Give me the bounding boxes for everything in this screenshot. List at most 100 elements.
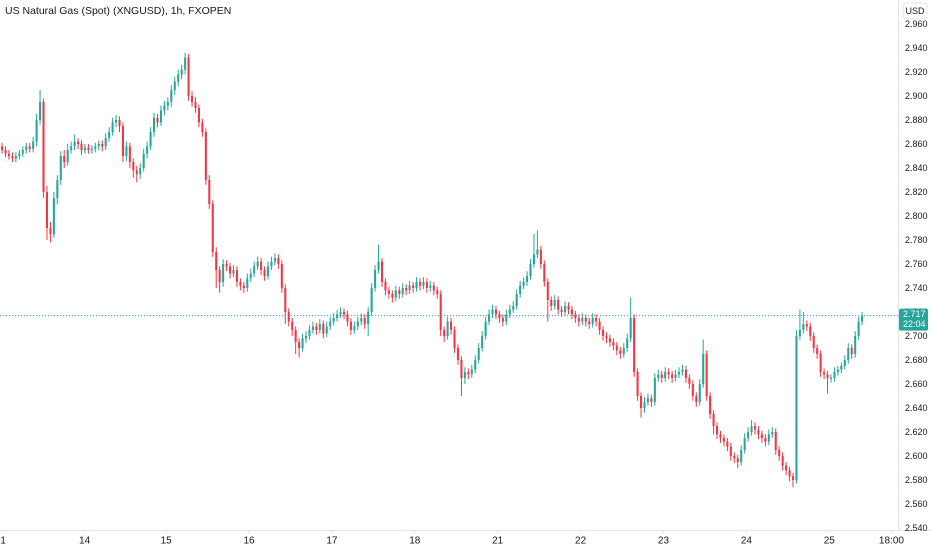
candle-body bbox=[256, 261, 259, 267]
candle-body bbox=[239, 282, 242, 286]
candle-body bbox=[45, 192, 49, 228]
candle-body bbox=[101, 144, 104, 147]
y-tick-label: 2.600 bbox=[905, 451, 928, 461]
candle-body bbox=[657, 374, 660, 378]
candle-body bbox=[688, 378, 691, 384]
candle-body bbox=[757, 429, 760, 435]
candle-body bbox=[778, 450, 781, 456]
candle-body bbox=[187, 57, 190, 96]
x-tick-label: 18:00 bbox=[879, 536, 904, 547]
candle-body bbox=[729, 446, 732, 456]
candle-body bbox=[249, 273, 252, 279]
candle-body bbox=[273, 258, 276, 262]
candle-body bbox=[232, 270, 235, 274]
candle-body bbox=[139, 168, 142, 174]
candle-body bbox=[760, 434, 763, 438]
candle-body bbox=[712, 414, 715, 426]
candle-body bbox=[505, 314, 508, 322]
candle-body bbox=[42, 102, 45, 192]
candle-body bbox=[567, 306, 570, 310]
candle-body bbox=[21, 150, 24, 154]
chart-title: US Natural Gas (Spot) (XNGUSD), 1h, FXOP… bbox=[5, 5, 231, 17]
x-tick-label: 25 bbox=[824, 536, 836, 547]
candle-body bbox=[394, 290, 397, 298]
candle-body bbox=[608, 338, 611, 342]
candle-body bbox=[798, 330, 801, 336]
candle-body bbox=[363, 318, 366, 324]
candle-body bbox=[208, 180, 211, 204]
candle-body bbox=[532, 254, 536, 264]
candle-body bbox=[1, 146, 4, 150]
candle-body bbox=[56, 180, 59, 198]
candle-body bbox=[698, 384, 701, 402]
candle-body bbox=[474, 360, 477, 370]
candle-body bbox=[736, 458, 739, 462]
candle-body bbox=[80, 144, 83, 150]
candle-body bbox=[370, 288, 373, 312]
candle-body bbox=[816, 348, 819, 354]
candle-body bbox=[747, 432, 750, 438]
candle-body bbox=[32, 141, 35, 149]
candle-body bbox=[557, 300, 560, 310]
candle-body bbox=[318, 324, 321, 330]
candle-body bbox=[429, 285, 432, 288]
candle-body bbox=[291, 321, 294, 330]
candle-body bbox=[384, 282, 387, 291]
candle-body bbox=[484, 321, 487, 336]
candle-body bbox=[570, 309, 573, 315]
candle-body bbox=[715, 426, 719, 435]
candle-body bbox=[28, 146, 31, 149]
candle-body bbox=[795, 336, 798, 480]
candle-body bbox=[691, 384, 694, 396]
candle-body bbox=[543, 264, 546, 282]
candle-body bbox=[470, 369, 473, 375]
candle-body bbox=[854, 336, 857, 354]
candle-body bbox=[387, 290, 390, 294]
candle-body bbox=[615, 345, 618, 351]
candle-body bbox=[201, 122, 204, 132]
candle-body bbox=[108, 132, 111, 138]
currency-box[interactable] bbox=[902, 2, 928, 20]
candle-body bbox=[501, 318, 504, 322]
candle-body bbox=[66, 150, 69, 162]
candle-body bbox=[588, 321, 591, 324]
candle-body bbox=[142, 153, 145, 168]
y-tick-label: 2.740 bbox=[905, 283, 928, 293]
candle-body bbox=[740, 450, 743, 462]
candle-body bbox=[332, 318, 335, 322]
candle-body bbox=[425, 282, 428, 288]
candle-body bbox=[539, 249, 542, 264]
candle-body bbox=[643, 402, 646, 408]
candle-body bbox=[111, 122, 114, 132]
candle-body bbox=[612, 342, 615, 346]
candle-body bbox=[204, 132, 207, 180]
y-tick-label: 2.840 bbox=[905, 163, 928, 173]
candle-body bbox=[401, 288, 404, 294]
candle-body bbox=[25, 146, 28, 150]
candle-body bbox=[446, 321, 449, 336]
candle-body bbox=[94, 146, 97, 149]
candle-body bbox=[374, 270, 377, 288]
candle-body bbox=[166, 102, 169, 106]
candle-body bbox=[135, 170, 138, 174]
candle-body bbox=[391, 294, 394, 298]
candle-body bbox=[115, 120, 118, 123]
candle-body bbox=[674, 374, 677, 378]
candle-body bbox=[298, 342, 301, 348]
y-tick-label: 2.760 bbox=[905, 259, 928, 269]
candle-body bbox=[550, 300, 553, 306]
candle-body bbox=[664, 372, 667, 378]
candle-body bbox=[287, 312, 290, 322]
candle-body bbox=[823, 372, 826, 375]
candle-body bbox=[194, 102, 197, 108]
candle-body bbox=[149, 132, 152, 147]
candle-body bbox=[836, 369, 839, 372]
candle-body bbox=[826, 374, 829, 378]
candle-body bbox=[684, 369, 687, 378]
y-tick-label: 2.940 bbox=[905, 43, 928, 53]
candle-body bbox=[753, 426, 757, 430]
candle-body bbox=[619, 350, 622, 354]
candle-body bbox=[184, 57, 187, 70]
candle-body bbox=[408, 285, 411, 291]
candle-body bbox=[349, 321, 352, 330]
